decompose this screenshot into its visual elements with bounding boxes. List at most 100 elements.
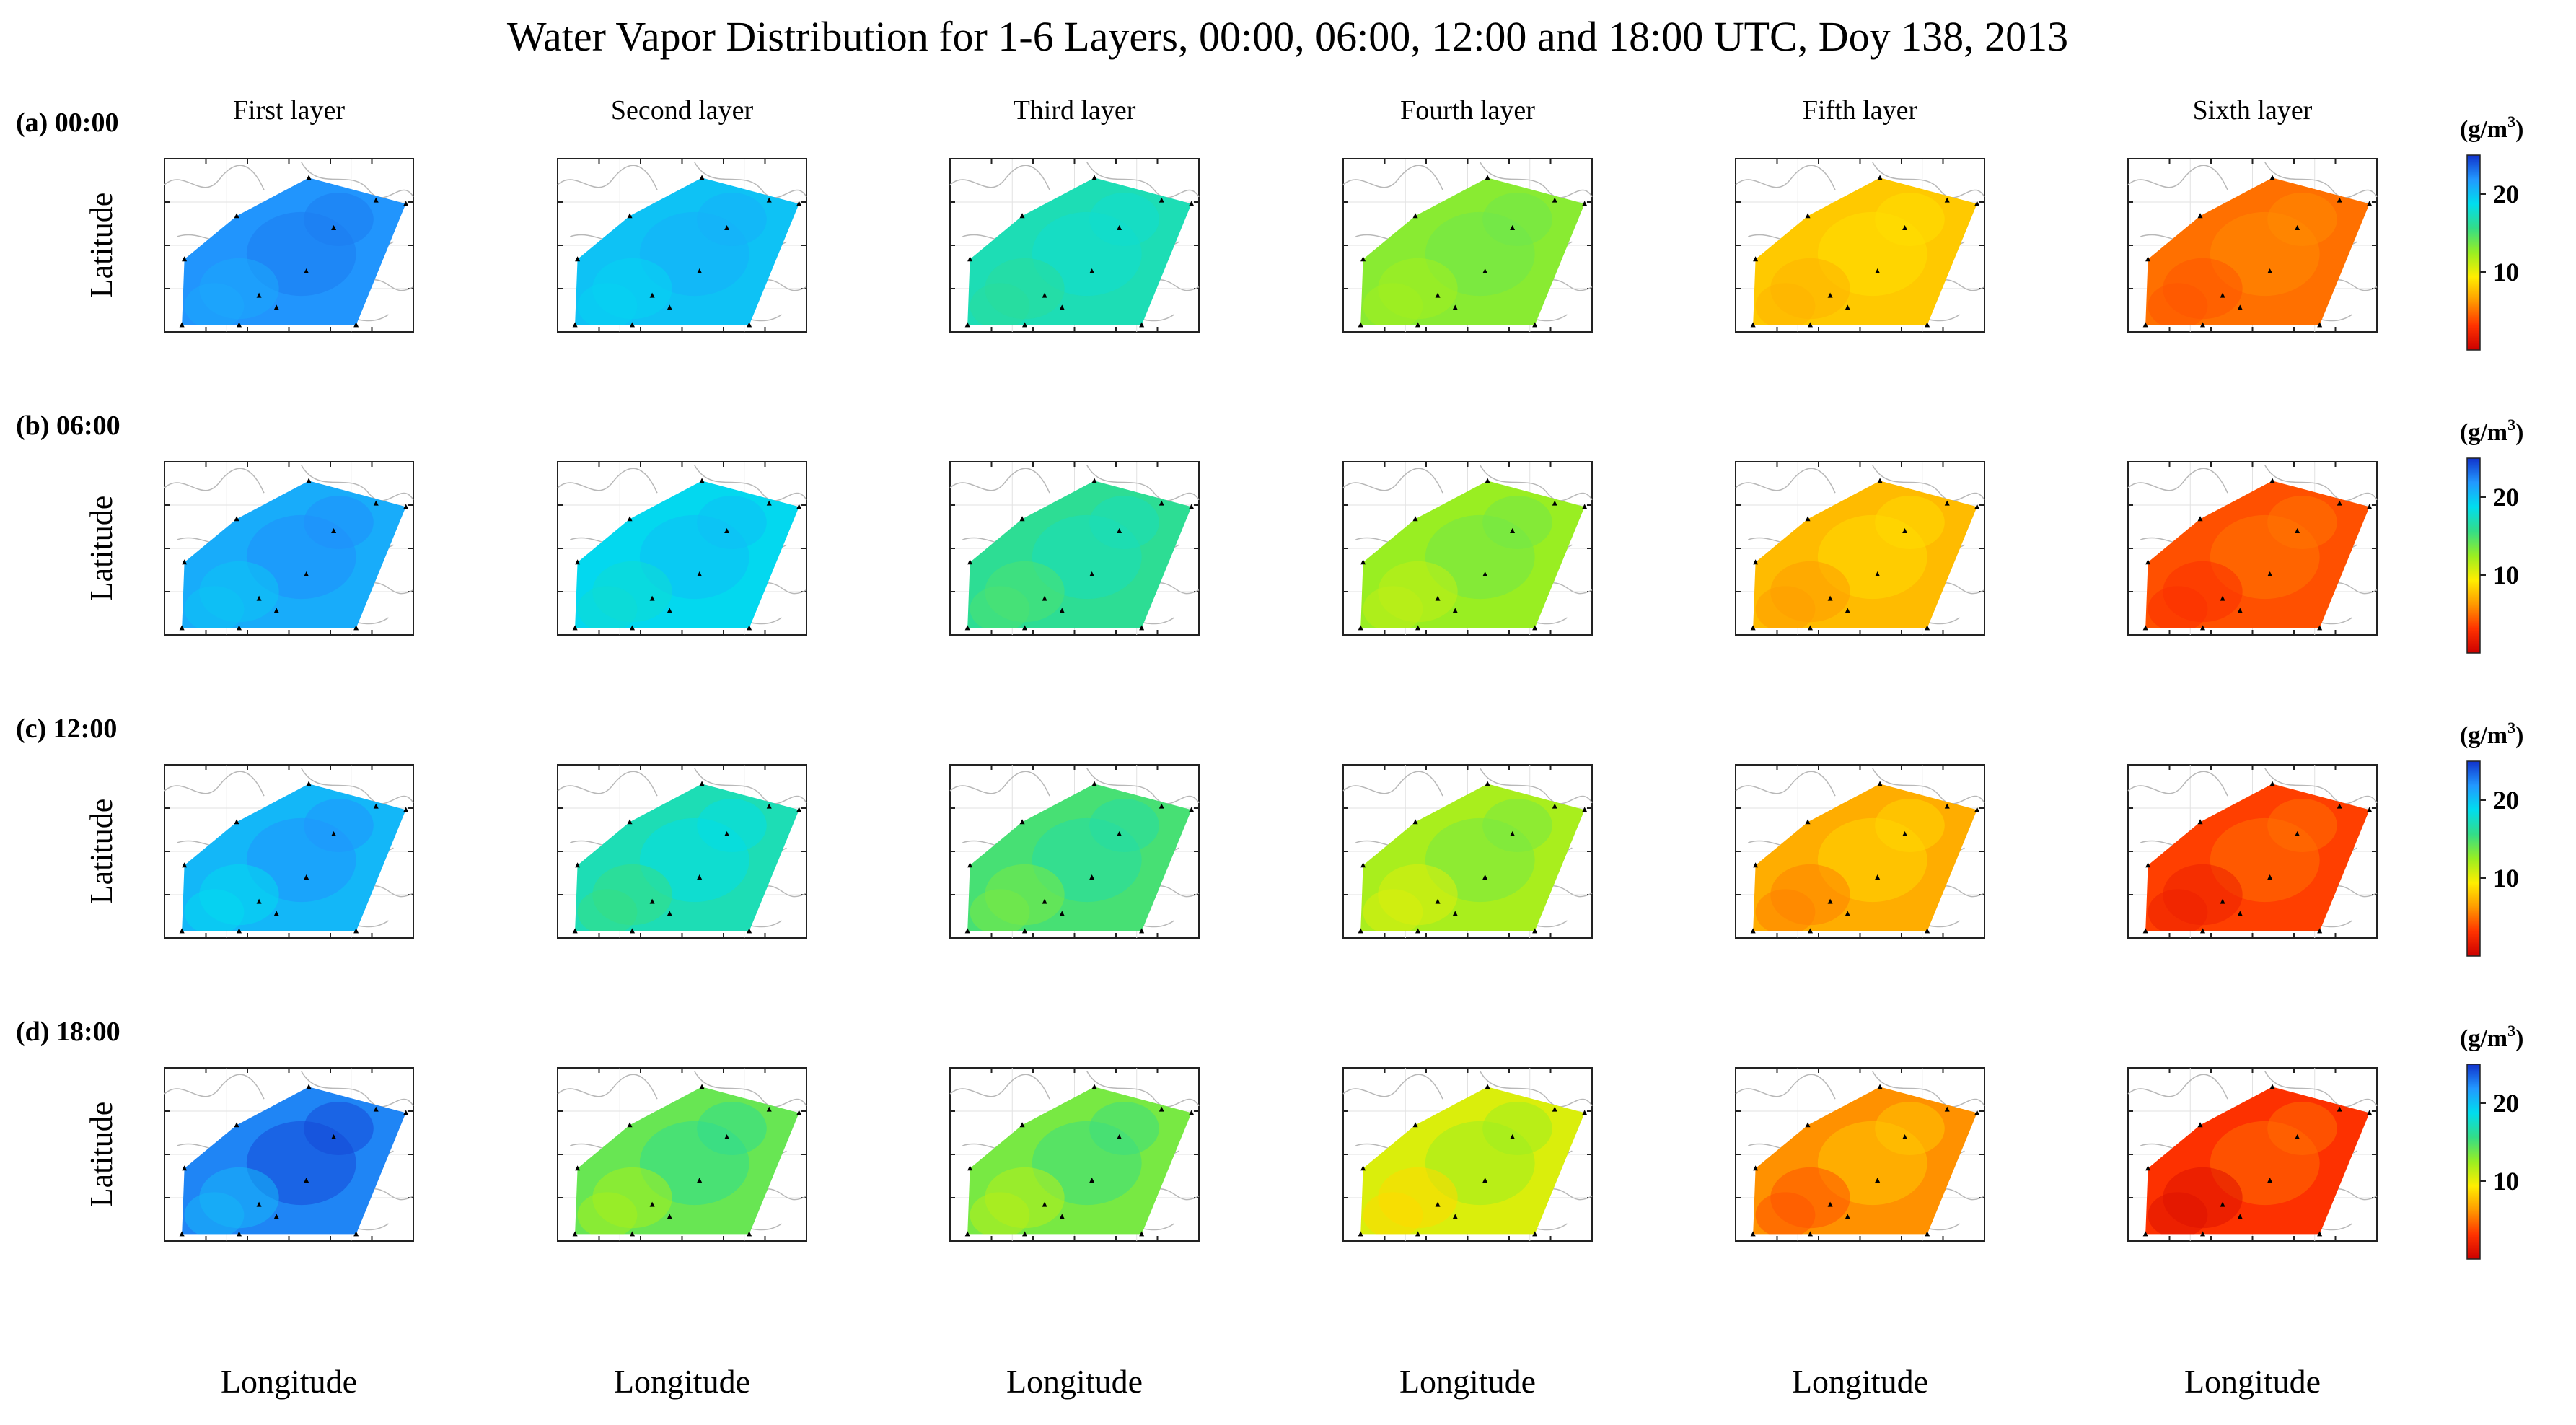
gnss-station-marker (1360, 862, 1366, 868)
gnss-station-marker (575, 862, 581, 868)
figure-title: Water Vapor Distribution for 1-6 Layers,… (507, 13, 2068, 60)
gnss-station-marker (1552, 197, 1557, 203)
gnss-station-marker (1360, 256, 1366, 262)
gnss-station-marker (179, 322, 185, 328)
map-panel (557, 158, 807, 333)
gnss-station-marker (667, 304, 672, 310)
colorbar-tick-label: 10 (2493, 258, 2519, 286)
map-panel (164, 461, 414, 636)
gnss-station-marker (273, 608, 279, 613)
map-panel (1735, 1067, 1985, 1242)
colorbar-tick-label: 20 (2493, 786, 2519, 815)
gnss-station-marker (667, 911, 672, 916)
gnss-station-marker (182, 256, 188, 262)
gnss-station-marker (796, 201, 802, 206)
gnss-station-marker (256, 292, 262, 298)
gnss-station-marker (1139, 625, 1145, 631)
gnss-station-marker (1091, 1084, 1097, 1089)
gnss-station-marker (234, 213, 239, 219)
gnss-station-marker (1974, 807, 1980, 812)
gnss-station-marker (403, 807, 409, 812)
gnss-station-marker (1877, 781, 1883, 786)
gnss-station-marker (2367, 1110, 2373, 1115)
gnss-station-marker (373, 197, 379, 203)
gnss-station-marker (1877, 1084, 1883, 1089)
gnss-station-marker (1805, 213, 1811, 219)
gnss-station-marker (1845, 911, 1850, 916)
gnss-station-marker (1435, 595, 1441, 601)
gnss-station-marker (1042, 292, 1047, 298)
gnss-station-marker (2269, 781, 2275, 786)
gnss-station-marker (766, 500, 772, 506)
gnss-station-marker (964, 322, 970, 328)
gnss-station-marker (627, 213, 633, 219)
gnss-station-marker (1902, 831, 1908, 836)
map-panel (949, 764, 1200, 939)
gnss-station-marker (1189, 201, 1195, 206)
gnss-station-marker (1827, 898, 1833, 904)
gnss-station-marker (182, 559, 188, 565)
gnss-station-marker (1482, 874, 1488, 880)
gnss-station-marker (1360, 559, 1366, 565)
gnss-station-marker (1089, 1178, 1095, 1183)
gnss-station-marker (1412, 819, 1418, 825)
gnss-station-marker (1089, 268, 1095, 273)
gnss-station-marker (306, 781, 312, 786)
gnss-station-marker (2317, 625, 2323, 631)
gnss-station-marker (353, 322, 359, 328)
gnss-station-marker (304, 874, 309, 880)
gnss-station-marker (1089, 874, 1095, 880)
gnss-station-marker (766, 197, 772, 203)
gnss-station-marker (697, 1178, 703, 1183)
gnss-station-marker (1117, 225, 1122, 230)
gnss-station-marker (1452, 304, 1458, 310)
map-panel (1735, 764, 1985, 939)
gnss-station-marker (306, 175, 312, 180)
map-panel (949, 1067, 1200, 1242)
gnss-station-marker (1435, 898, 1441, 904)
gnss-station-marker (353, 1231, 359, 1237)
x-axis-label: Longitude (2184, 1363, 2321, 1400)
gnss-station-marker (1877, 175, 1883, 180)
map-panel (557, 461, 807, 636)
column-header: Second layer (611, 95, 754, 126)
gnss-station-marker (1808, 322, 1813, 328)
gnss-station-marker (1189, 504, 1195, 509)
gnss-station-marker (1552, 803, 1557, 809)
colorbar-tick-label: 20 (2493, 483, 2519, 512)
gnss-station-marker (697, 268, 703, 273)
gnss-station-marker (1482, 268, 1488, 273)
map-panel (2127, 158, 2378, 333)
gnss-station-marker (1925, 322, 1930, 328)
map-panel (1342, 764, 1593, 939)
gnss-station-marker (1827, 595, 1833, 601)
gnss-station-marker (1827, 292, 1833, 298)
gnss-station-marker (2197, 516, 2203, 522)
gnss-station-marker (179, 1231, 185, 1237)
map-panel (557, 764, 807, 939)
gnss-station-marker (1753, 862, 1759, 868)
gnss-station-marker (1532, 1231, 1538, 1237)
gnss-station-marker (331, 1134, 337, 1139)
gnss-station-marker (630, 322, 635, 328)
colorbar (2466, 457, 2481, 654)
gnss-station-marker (1552, 500, 1557, 506)
map-panel (949, 461, 1200, 636)
gnss-station-marker (237, 1231, 242, 1237)
gnss-station-marker (1875, 874, 1881, 880)
x-axis-label: Longitude (221, 1363, 357, 1400)
gnss-station-marker (2237, 911, 2243, 916)
gnss-station-marker (1974, 201, 1980, 206)
gnss-station-marker (627, 1122, 633, 1128)
gnss-station-marker (1805, 516, 1811, 522)
gnss-station-marker (1974, 504, 1980, 509)
gnss-station-marker (1059, 911, 1065, 916)
gnss-station-marker (1510, 225, 1516, 230)
gnss-station-marker (724, 1134, 730, 1139)
gnss-station-marker (2337, 1106, 2342, 1112)
gnss-station-marker (2237, 608, 2243, 613)
gnss-station-marker (1117, 1134, 1122, 1139)
gnss-station-marker (1042, 1201, 1047, 1207)
gnss-station-marker (1091, 781, 1097, 786)
y-axis-label: Latitude (84, 1102, 119, 1208)
